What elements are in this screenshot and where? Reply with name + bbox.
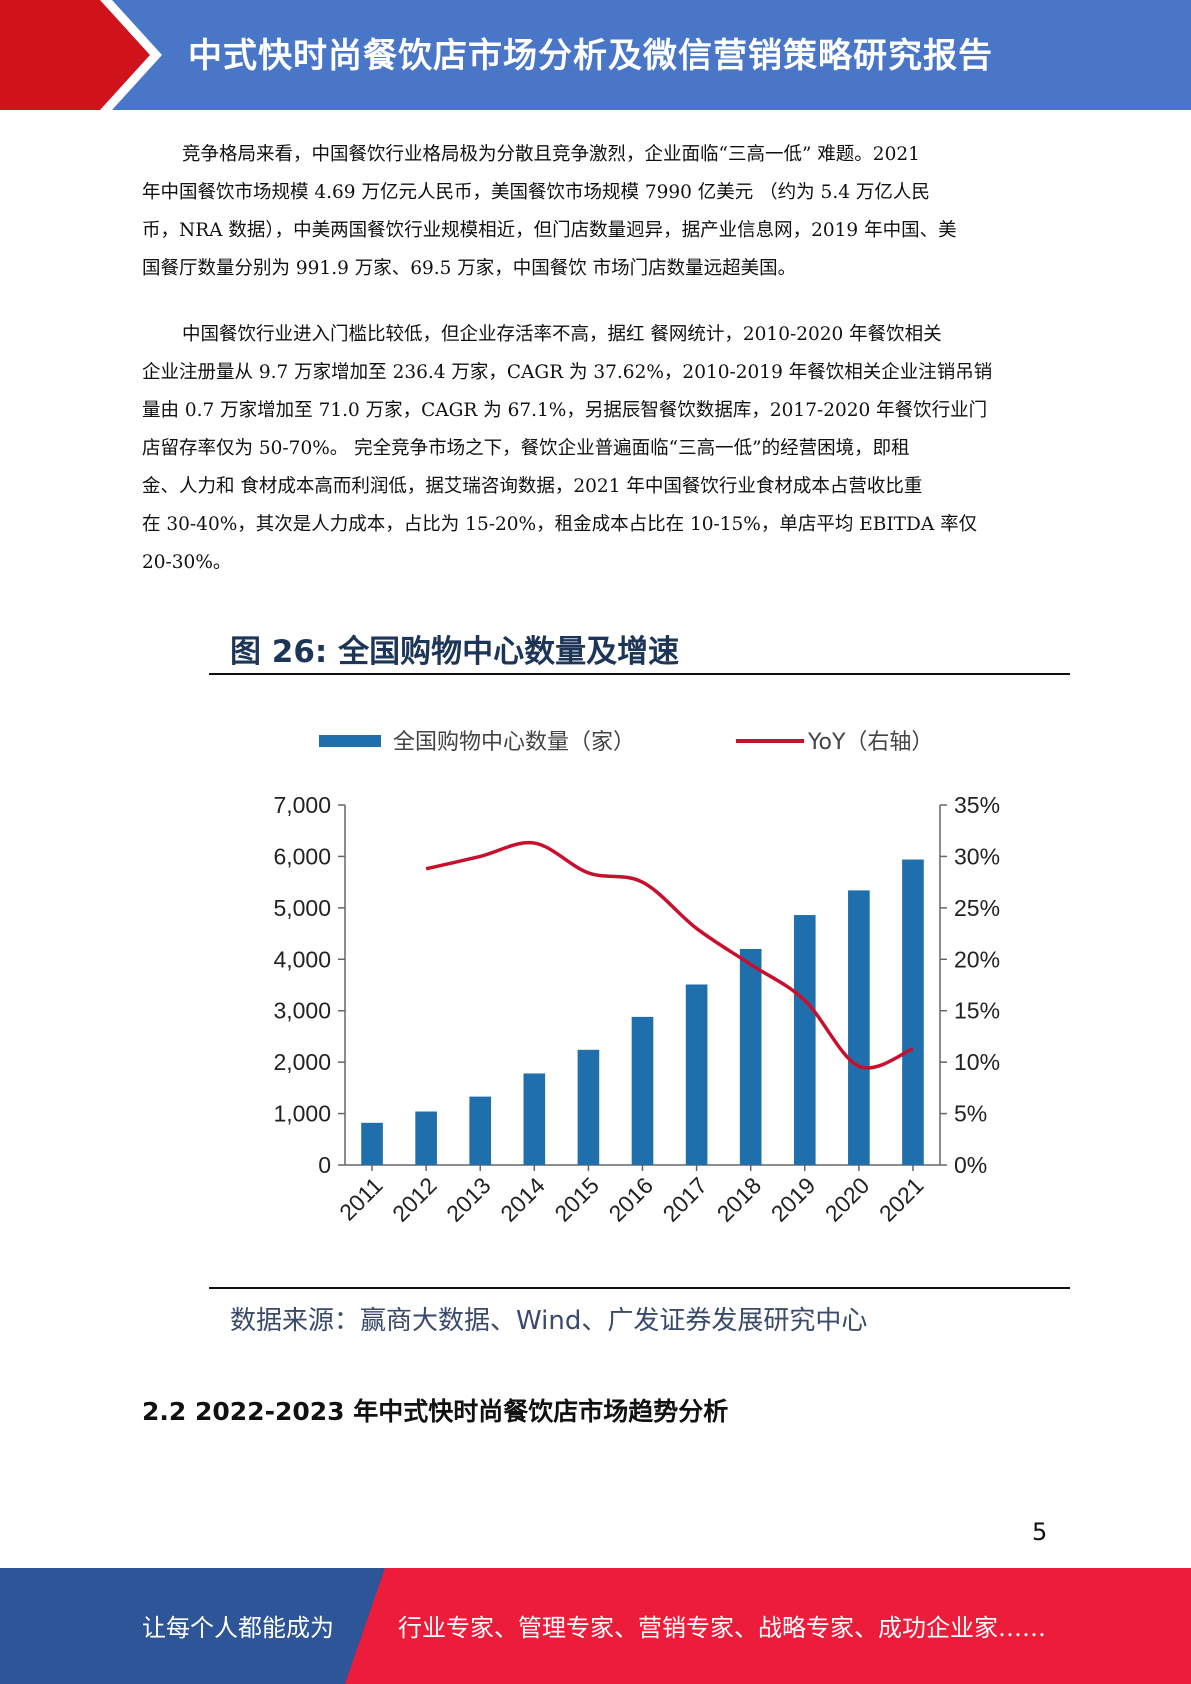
footer-slogan-right: 行业专家、管理专家、营销专家、战略专家、成功企业家……	[398, 1614, 1046, 1642]
figure-bottom-rule	[209, 1287, 1070, 1289]
right-axis-tick-label: 35%	[954, 792, 1000, 818]
x-axis-tick-label: 2014	[495, 1172, 550, 1227]
paragraph-line: 企业注册量从 9.7 万家增加至 236.4 万家，CAGR 为 37.62%，…	[142, 362, 993, 383]
x-axis-tick-label: 2016	[603, 1172, 658, 1227]
header-banner-graphic	[0, 0, 1191, 110]
yoy-line	[425, 840, 914, 1070]
page-header: 中式快时尚餐饮店市场分析及微信营销策略研究报告	[0, 0, 1191, 110]
paragraph-line: 店留存率仅为 50-70%。 完全竞争市场之下，餐饮企业普遍面临“三高一低”的经…	[142, 438, 910, 459]
paragraph-line: 国餐厅数量分别为 991.9 万家、69.5 万家，中国餐饮 市场门店数量远超美…	[142, 258, 797, 279]
bar-2020	[848, 890, 870, 1165]
legend-bar-label: 全国购物中心数量（家）	[393, 730, 635, 755]
section-heading: 2.2 2022-2023 年中式快时尚餐饮店市场趋势分析	[142, 1397, 729, 1426]
left-axis-tick-label: 0	[318, 1152, 331, 1178]
x-axis-tick-label: 2012	[387, 1172, 442, 1227]
left-axis-tick-label: 7,000	[273, 792, 331, 818]
body-paragraph-2: 中国餐饮行业进入门槛比较低，但企业存活率不高，据红 餐网统计，2010-2020…	[142, 316, 1052, 582]
report-title: 中式快时尚餐饮店市场分析及微信营销策略研究报告	[188, 36, 993, 76]
bar-2012	[415, 1111, 437, 1165]
bar-2017	[685, 984, 708, 1165]
bar-2016	[631, 1016, 654, 1165]
paragraph-line: 金、人力和 食材成本高而利润低，据艾瑞咨询数据，2021 年中国餐饮行业食材成本…	[142, 476, 923, 497]
bar-2013	[469, 1096, 492, 1165]
paragraph-line: 量由 0.7 万家增加至 71.0 万家，CAGR 为 67.1%，另据辰智餐饮…	[142, 400, 988, 421]
bar-2011	[361, 1122, 383, 1165]
page-footer: 让每个人都能成为 行业专家、管理专家、营销专家、战略专家、成功企业家……	[0, 1568, 1191, 1684]
right-axis-tick-label: 15%	[954, 998, 1000, 1024]
right-axis-tick-label: 0%	[954, 1152, 987, 1178]
left-axis-tick-label: 2,000	[273, 1049, 331, 1075]
paragraph-line: 年中国餐饮市场规模 4.69 万亿元人民币，美国餐饮市场规模 7990 亿美元 …	[142, 182, 930, 203]
page-number: 5	[1032, 1518, 1048, 1546]
footer-slogan-left: 让每个人都能成为	[142, 1614, 334, 1642]
paragraph-line: 币，NRA 数据），中美两国餐饮行业规模相近，但门店数量迥异，据产业信息网，20…	[142, 220, 957, 241]
x-axis-tick-label: 2011	[334, 1172, 387, 1225]
left-axis-tick-label: 5,000	[273, 895, 331, 921]
x-axis-tick-label: 2018	[712, 1172, 767, 1227]
left-axis-tick-label: 1,000	[273, 1101, 331, 1127]
x-axis-tick-label: 2020	[820, 1172, 875, 1227]
figure-source: 数据来源：赢商大数据、Wind、广发证券发展研究中心	[230, 1306, 868, 1336]
x-axis-tick-label: 2013	[441, 1172, 496, 1227]
footer-banner-graphic	[0, 1568, 1191, 1684]
body-paragraph-1: 竞争格局来看，中国餐饮行业格局极为分散且竞争激烈，企业面临“三高一低” 难题。2…	[142, 136, 1052, 288]
paragraph-line: 20-30%。	[142, 552, 232, 573]
left-axis-tick-label: 4,000	[273, 946, 331, 972]
bar-2018	[739, 949, 762, 1165]
x-axis-tick-label: 2019	[766, 1172, 821, 1227]
right-axis-tick-label: 10%	[954, 1049, 1000, 1075]
left-axis-tick-label: 6,000	[273, 843, 331, 869]
bar-2014	[523, 1073, 546, 1165]
right-axis-tick-label: 20%	[954, 946, 1000, 972]
paragraph-line: 中国餐饮行业进入门槛比较低，但企业存活率不高，据红 餐网统计，2010-2020…	[182, 324, 942, 345]
x-axis-tick-label: 2021	[874, 1172, 929, 1227]
bar-2015	[577, 1049, 600, 1165]
shopping-center-chart: 全国购物中心数量（家） YoY（右轴） 0 1,000 2,000 3,000 4,000 5…	[273, 730, 1000, 1227]
figure-title: 图 26: 全国购物中心数量及增速	[230, 634, 680, 670]
bar-2021	[902, 859, 924, 1165]
right-axis-tick-label: 30%	[954, 843, 1000, 869]
figure-top-rule	[209, 673, 1070, 675]
right-axis-tick-label: 5%	[954, 1101, 987, 1127]
legend-line-label: YoY（右轴）	[807, 730, 933, 755]
x-axis-tick-label: 2017	[658, 1172, 713, 1227]
right-axis-tick-label: 25%	[954, 895, 1000, 921]
bar-2019	[793, 915, 816, 1165]
left-axis-tick-label: 3,000	[273, 998, 331, 1024]
x-axis-tick-label: 2015	[549, 1172, 604, 1227]
paragraph-line: 竞争格局来看，中国餐饮行业格局极为分散且竞争激烈，企业面临“三高一低” 难题。2…	[182, 144, 920, 165]
paragraph-line: 在 30-40%，其次是人力成本，占比为 15-20%，租金成本占比在 10-1…	[142, 514, 978, 535]
legend-bar-swatch	[319, 735, 381, 747]
